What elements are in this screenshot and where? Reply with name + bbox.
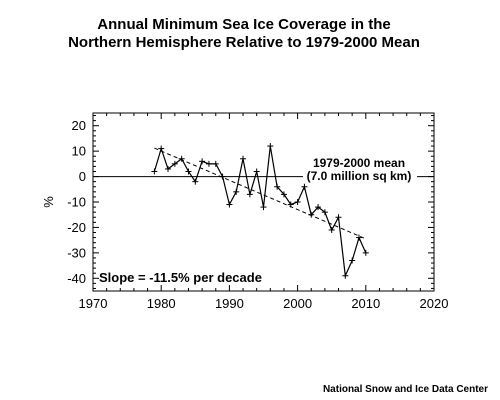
data-point (171, 160, 178, 167)
data-point (301, 183, 308, 190)
data-point (349, 257, 356, 264)
x-tick-label: 1970 (79, 296, 108, 311)
data-point (199, 158, 206, 165)
data-point (267, 143, 274, 150)
chart-title-line-1: Annual Minimum Sea Ice Coverage in the (97, 16, 390, 33)
y-tick-label: -20 (67, 220, 86, 235)
y-tick-label: -30 (67, 245, 86, 260)
data-point (321, 209, 328, 216)
trend-line (154, 147, 366, 240)
data-point (240, 155, 247, 162)
y-tick-label: 20 (72, 118, 86, 133)
y-axis: 20 10 0 -10 -20 -30 -40 (67, 115, 434, 289)
data-points (151, 143, 369, 279)
data-point (192, 178, 199, 185)
data-point (355, 234, 362, 241)
y-tick-label: 10 (72, 144, 86, 159)
data-point (362, 249, 369, 256)
data-point (335, 214, 342, 221)
x-tick-label: 1980 (147, 296, 176, 311)
y-tick-label: -40 (67, 271, 86, 286)
data-point (151, 168, 158, 175)
data-point (185, 168, 192, 175)
series-line (153, 146, 367, 278)
data-point (205, 160, 212, 167)
x-tick-label: 2020 (420, 296, 449, 311)
data-point (246, 191, 253, 198)
x-tick-label: 2010 (351, 296, 380, 311)
reference-label-background (303, 156, 417, 183)
data-point (212, 160, 219, 167)
data-point (274, 183, 281, 190)
data-point (219, 173, 226, 180)
data-point (226, 201, 233, 208)
data-point (233, 188, 240, 195)
data-point (342, 272, 349, 279)
chart-title-line-2: Northern Hemisphere Relative to 1979-200… (68, 34, 420, 51)
reference-label-line-1: 1979-2000 mean (313, 156, 405, 170)
reference-label-line-2: (7.0 million sq km) (307, 169, 412, 183)
slope-annotation: Slope = -11.5% per decade (99, 270, 262, 285)
data-point (294, 199, 301, 205)
data-point (158, 145, 165, 152)
data-point (280, 191, 287, 198)
data-point (165, 165, 172, 172)
data-point (253, 168, 260, 175)
y-tick-label: -10 (67, 195, 86, 210)
data-point (287, 201, 294, 208)
data-point (178, 155, 185, 162)
data-point (328, 226, 335, 233)
data-point (260, 204, 267, 211)
data-point (308, 211, 315, 218)
x-axis: 1970 1980 1990 2000 2010 2020 (79, 113, 449, 311)
x-tick-label: 2000 (283, 296, 312, 311)
data-point (315, 204, 322, 211)
y-axis-label: % (41, 196, 56, 208)
data-source-credit: National Snow and Ice Data Center (322, 384, 488, 395)
x-tick-label: 1990 (215, 296, 244, 311)
y-tick-label: 0 (79, 169, 86, 184)
